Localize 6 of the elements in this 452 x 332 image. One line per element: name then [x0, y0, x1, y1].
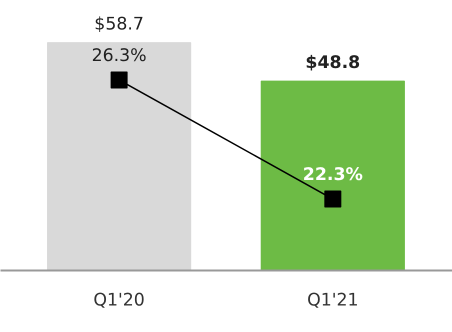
data-label: $58.7	[94, 14, 144, 35]
data-label: 22.3%	[302, 165, 363, 186]
data-label: 26.3%	[92, 46, 147, 66]
x-tick-label: Q1'21	[307, 290, 359, 310]
x-tick-label: Q1'20	[93, 290, 145, 310]
data-label: $48.8	[305, 53, 360, 74]
